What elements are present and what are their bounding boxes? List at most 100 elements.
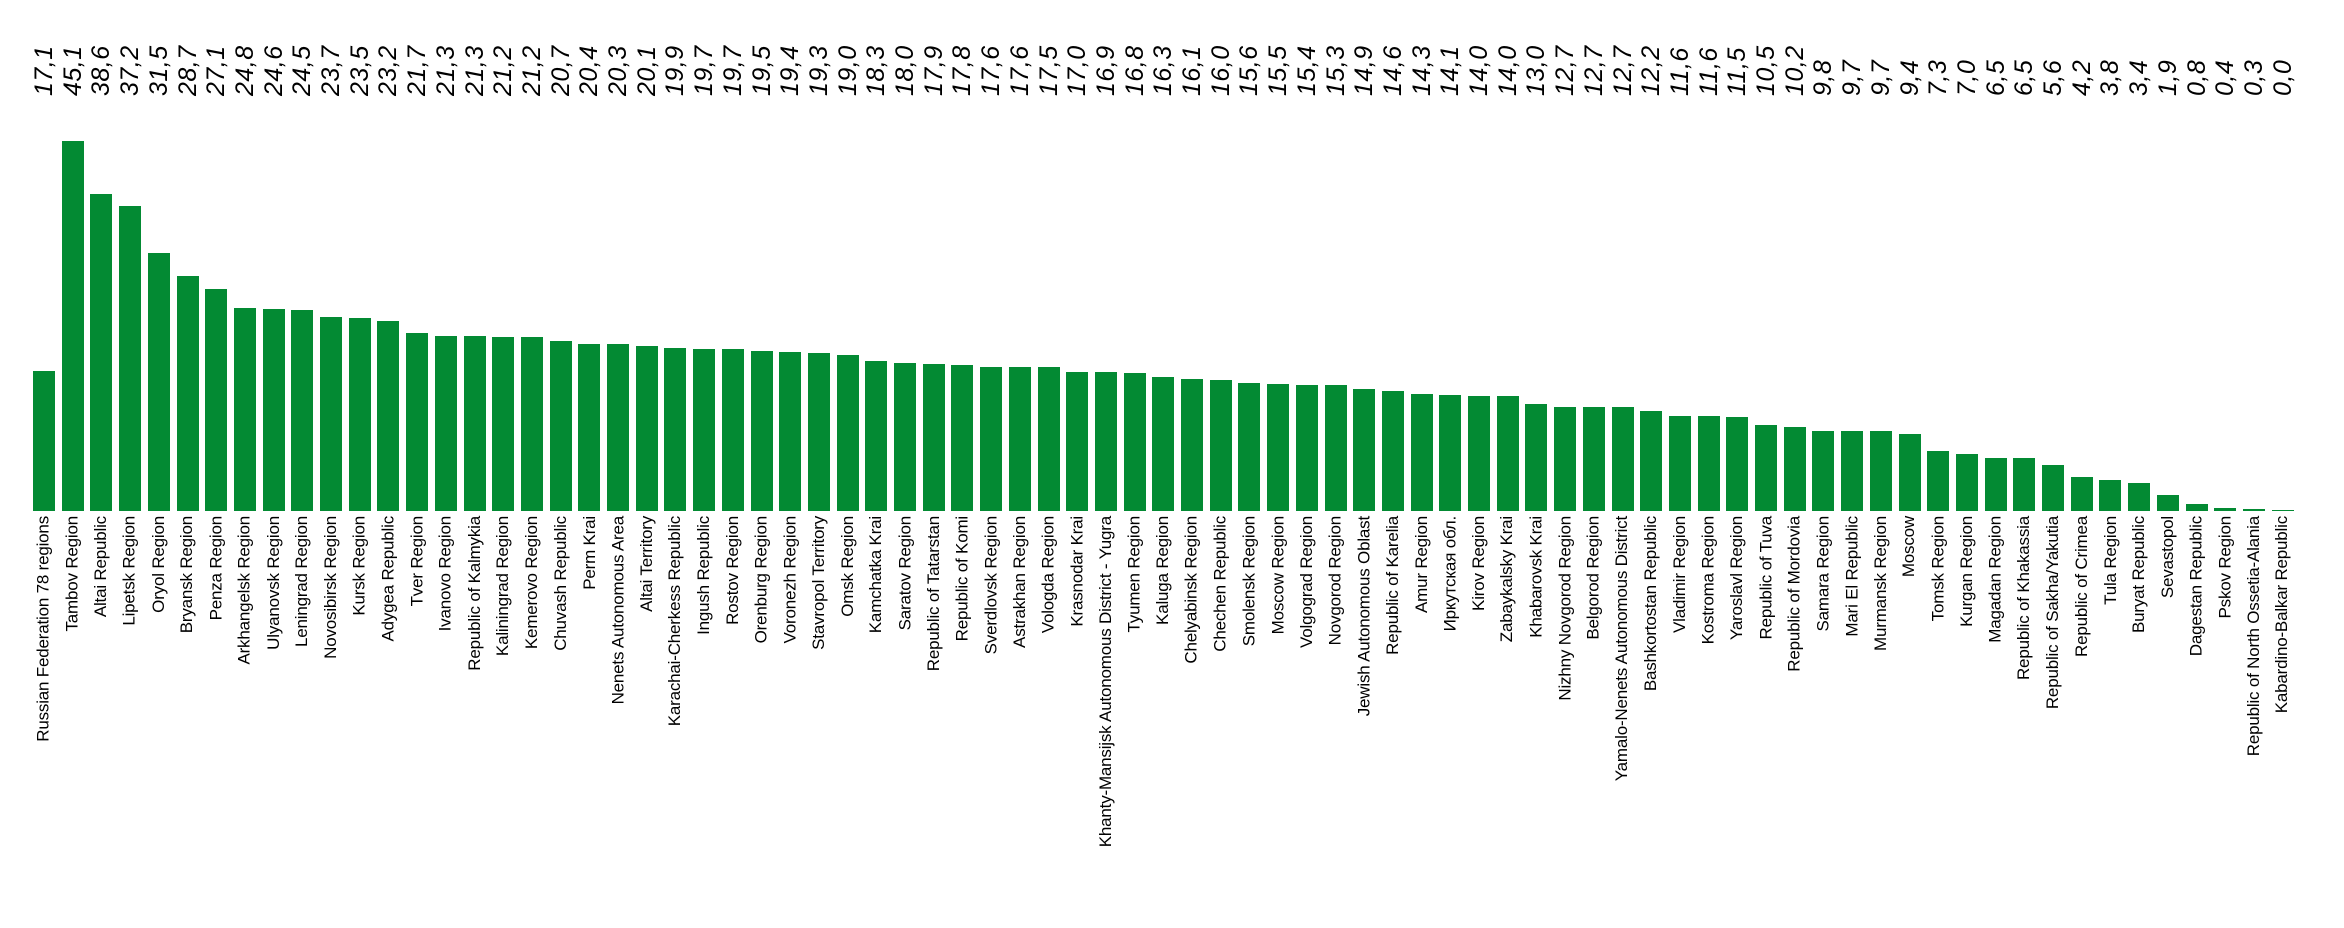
bar-value-label: 6,5 (2010, 59, 2039, 96)
bar (1984, 457, 2007, 511)
category-label: Buryat Republic (2129, 516, 2149, 634)
bar-value-label: 12,2 (1637, 45, 1666, 96)
category-label: Tula Region (2100, 516, 2120, 605)
bar (721, 349, 744, 511)
bar (635, 346, 658, 511)
category-label: Tomsk Region (1928, 516, 1948, 622)
category-label: Mari El Republic (1842, 516, 1862, 637)
category-label: Tyumen Region (1124, 516, 1144, 633)
category-label: Bryansk Region (177, 516, 197, 634)
category-label: Republic of Mordovia (1784, 516, 1804, 672)
bar (664, 347, 687, 511)
category-label: Karachai-Cherkess Republic (665, 516, 685, 727)
bar (1841, 431, 1864, 511)
bar (2013, 457, 2036, 511)
category-label: Lipetsk Region (120, 516, 140, 626)
bar (1496, 396, 1519, 511)
bar-value-label: 11,6 (1694, 47, 1723, 96)
bar-value-label: 16,0 (1206, 45, 1235, 96)
bar (1668, 415, 1691, 511)
bar (2214, 507, 2237, 511)
bar-value-label: 21,7 (403, 45, 432, 96)
category-label: Kursk Region (349, 516, 369, 616)
bar (176, 275, 199, 511)
bar (1525, 404, 1548, 511)
bar-value-label: 15,4 (1292, 45, 1321, 96)
category-label: Republic of Sakha/Yakutia (2043, 516, 2062, 710)
category-label: Amur Region (1411, 516, 1431, 614)
bar-value-label: 20,7 (546, 45, 575, 96)
bar-value-label: 17,1 (30, 45, 58, 96)
category-label: Nenets Autonomous Area (608, 516, 627, 705)
category-label: Republic of Tuva (1756, 516, 1775, 640)
bar (434, 336, 457, 511)
bar (1869, 431, 1892, 511)
bar (2099, 479, 2122, 511)
bar-value-label: 14,0 (1465, 45, 1493, 96)
category-label: Zabaykalsky Krai (1497, 516, 1517, 643)
bar (951, 364, 974, 511)
category-label: Ivanovo Region (435, 516, 455, 632)
bar (1267, 383, 1290, 511)
bar (1123, 373, 1146, 511)
bar-value-label: 11,5 (1723, 47, 1752, 96)
category-label: Kaliningrad Region (493, 516, 513, 657)
category-label: Tver Region (407, 516, 427, 607)
category-label: Adygea Republic (378, 516, 398, 642)
category-label: Kamchatka Krai (866, 516, 886, 634)
category-label: Novgorod Region (1325, 516, 1345, 646)
category-label: Leningrad Region (292, 516, 312, 648)
bar (2156, 495, 2179, 511)
bar (779, 351, 802, 511)
category-label: Republic of North Ossetia-Alania (2243, 516, 2263, 757)
category-label: Arkhangelsk Region (234, 516, 254, 665)
bar-value-label: 6,5 (1981, 59, 2010, 96)
bar-value-label: 14,9 (1350, 45, 1379, 96)
bar-value-label: 19,5 (747, 45, 776, 96)
bar-value-label: 38,6 (87, 45, 116, 96)
bar-value-label: 24,8 (230, 45, 259, 96)
category-label: Vologda Region (1038, 516, 1058, 634)
bar (2070, 476, 2093, 511)
bar-value-label: 13,0 (1522, 45, 1551, 96)
bar (1955, 453, 1978, 511)
category-label: Omsk Region (837, 516, 857, 617)
bar-value-label: 0,4 (2211, 59, 2240, 96)
bar (119, 205, 142, 511)
bar (1295, 384, 1318, 511)
bar-value-label: 16,3 (1149, 45, 1178, 96)
category-label: Chelyabinsk Region (1182, 516, 1201, 664)
bar (262, 309, 285, 511)
category-label: Altai Territory (636, 516, 656, 612)
bar-value-label: 0,3 (2239, 59, 2268, 96)
bar-value-label: 20,4 (575, 45, 604, 96)
bar-value-label: 23,7 (317, 45, 345, 96)
bar-value-label: 12,7 (1551, 45, 1580, 96)
bar-value-label: 18,0 (891, 45, 919, 96)
category-label: Moscow (1899, 516, 1919, 578)
bar-value-label: 21,3 (460, 45, 489, 96)
bar (1898, 433, 1921, 511)
bar (1410, 393, 1433, 511)
bar-value-label: 23,5 (345, 45, 374, 96)
category-label: Altai Republic (91, 516, 111, 618)
category-label: Republic of Karelia (1382, 516, 1402, 655)
bar-value-label: 10,5 (1752, 45, 1780, 96)
bar-value-label: 24,6 (259, 45, 288, 96)
bar (291, 310, 314, 511)
bar-value-label: 19,0 (833, 45, 862, 96)
bar (1439, 395, 1462, 511)
category-label: Oryol Region (148, 516, 168, 613)
category-label: Moscow Region (1268, 516, 1288, 635)
category-label: Smolensk Region (1239, 516, 1259, 647)
bar-value-label: 11,6 (1665, 47, 1694, 96)
bar-value-label: 10,2 (1780, 45, 1809, 96)
bar (406, 332, 429, 511)
bar-value-label: 4,2 (2067, 59, 2096, 96)
bar (1697, 415, 1720, 511)
category-label: Jewish Autonomous Oblast (1354, 516, 1374, 717)
bar (1554, 406, 1577, 511)
bar (693, 349, 716, 511)
bar (1726, 416, 1749, 511)
category-label: Rostov Region (722, 516, 742, 625)
